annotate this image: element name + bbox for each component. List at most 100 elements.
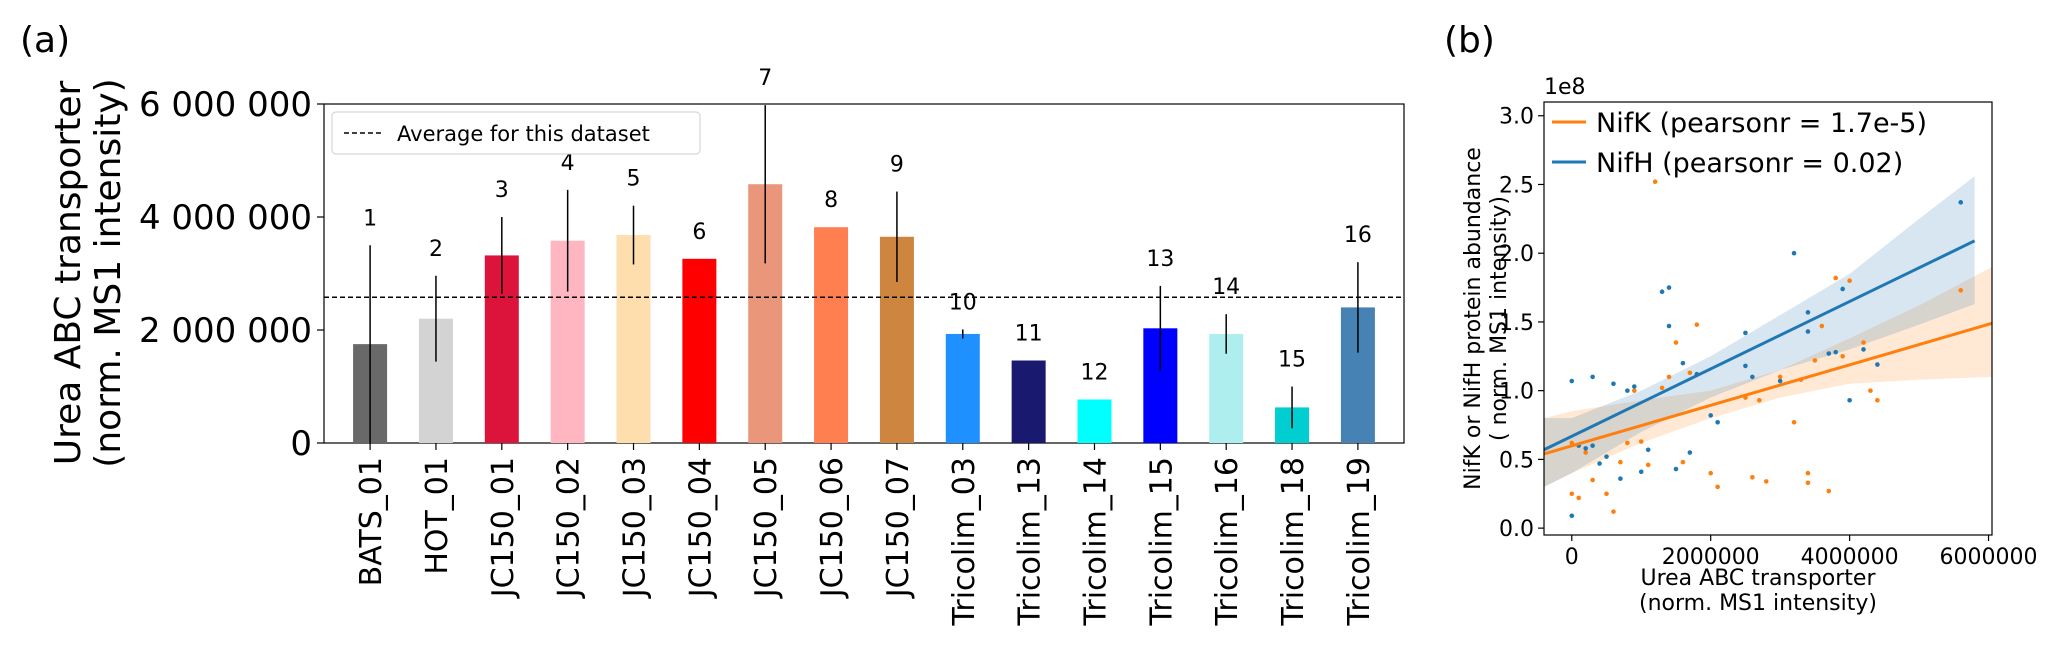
bar-number-label: 8 [824,188,838,213]
scatter-point [1750,374,1755,380]
scatter-point [1666,323,1672,329]
y-offset-label: 1e8 [1544,75,1586,100]
y-axis-label-line1: NifK or NifH protein abundance [1461,147,1486,490]
scatter-point [1833,275,1839,281]
y-axis-label: Urea ABC transporter (norm. MS1 intensity… [48,78,129,467]
scatter-point [1694,322,1700,327]
x-tick-label: 2000000 [1662,545,1760,570]
scatter-point [1569,513,1575,519]
scatter-point [1666,374,1672,380]
bar-number-label: 16 [1344,223,1372,248]
scatter-point [1791,419,1797,425]
scatter-point [1861,347,1866,352]
scatter-point [1583,450,1588,455]
scatter-point [1680,360,1686,366]
bar-number-label: 12 [1080,360,1108,385]
scatter-point [1743,363,1748,369]
bar-number-label: 14 [1212,275,1240,300]
x-tick-label: 0 [1565,545,1579,570]
y-tick-label: 4 000 000 [139,198,312,238]
y-axis-label: NifK or NifH protein abundance( norm. MS… [1461,147,1512,490]
scatter-point [1569,491,1575,497]
bar-number-label: 3 [495,178,509,203]
x-tick-label: 6000000 [1940,545,2038,570]
x-tick-label: Tricolim_13 [1013,457,1048,627]
scatter-point [1618,476,1623,481]
scatter-point [1833,349,1839,355]
y-axis-label-line2: ( norm. MS1 intensity) [1487,196,1512,441]
bar [1077,399,1112,443]
scatter-point [1826,488,1832,494]
bar [616,235,651,443]
scatter-point [1868,388,1873,393]
scatter-point [1819,323,1825,329]
scatter-point [1763,479,1769,484]
confidence-band [1544,176,1975,487]
x-tick-label: 4000000 [1801,545,1899,570]
y-tick-label: 2.0 [1499,242,1534,267]
x-tick-label: Tricolim_19 [1342,457,1377,627]
scatter-point [1673,466,1679,472]
scatter-point [1590,477,1595,483]
scatter-point [1604,491,1609,497]
x-axis-label-line1: Urea ABC transporter [1640,566,1876,591]
x-tick-label: Tricolim_18 [1276,457,1311,627]
bar-number-label: 2 [429,237,443,262]
scatter-point [1840,354,1845,359]
y-tick-label: 6 000 000 [139,85,312,125]
scatter-point [1638,439,1644,444]
x-tick-label: JC150_05 [749,457,784,599]
scatter-point [1687,450,1693,455]
y-tick-label: 1.5 [1499,311,1534,336]
scatter-point [1805,329,1811,334]
scatter-point [1847,397,1852,403]
scatter-point [1645,462,1651,468]
scatter-point [1715,484,1720,490]
bar-number-label: 10 [949,290,977,315]
y-tick-label: 0.5 [1499,448,1534,473]
bar-number-label: 9 [890,153,904,178]
scatter-point [1638,469,1644,475]
scatter-point [1958,288,1964,293]
x-tick-label: JC150_03 [618,457,653,599]
x-tick-label: JC150_02 [552,457,587,599]
y-tick-label: 2 000 000 [139,311,312,351]
scatter-point [1715,419,1720,425]
scatter-point [1631,388,1637,393]
scatter-point [1861,340,1866,345]
scatter-point [1645,447,1651,453]
x-tick-label: JC150_01 [486,457,521,599]
panel-label-b: (b) [1444,20,1495,61]
scatter-point [1708,413,1713,418]
scatter-point [1687,370,1693,376]
scatter-point [1826,351,1832,356]
scatter-point [1743,330,1748,336]
legend-label: NifH (pearsonr = 0.02) [1596,148,1903,179]
bar [1011,360,1046,443]
y-axis-label-line1: Urea ABC transporter [48,81,89,466]
x-tick-label: Tricolim_16 [1210,457,1245,627]
scatter-point [1604,454,1609,459]
scatter-point [1625,440,1630,446]
bar-number-label: 5 [627,167,641,192]
scatter-point [1840,286,1845,292]
scatter-point [1576,495,1582,501]
scatter-point [1875,362,1880,367]
scatter-point [1631,384,1637,389]
bar [945,333,980,443]
scatter-point [1812,358,1818,363]
scatter-chart-nif-vs-urea: (b) 0.0 0.5 1.0 1.5 2.0 2.5 3.0 0 2000000 4000000 6… [1444,20,2038,616]
plot-frame [323,103,1405,444]
scatter-point [1618,459,1623,465]
confidence-band [1544,266,1992,487]
legend [331,111,701,155]
scatter-point [1708,470,1713,476]
scatter-point [1791,250,1797,256]
y-tick-label: 1.0 [1499,380,1534,405]
x-tick-label: Tricolim_15 [1144,457,1179,627]
scatter-point [1590,443,1595,448]
scatter-point [1805,480,1811,486]
bar-number-label: 4 [561,151,575,176]
bar [682,258,717,443]
scatter-point [1652,179,1658,185]
